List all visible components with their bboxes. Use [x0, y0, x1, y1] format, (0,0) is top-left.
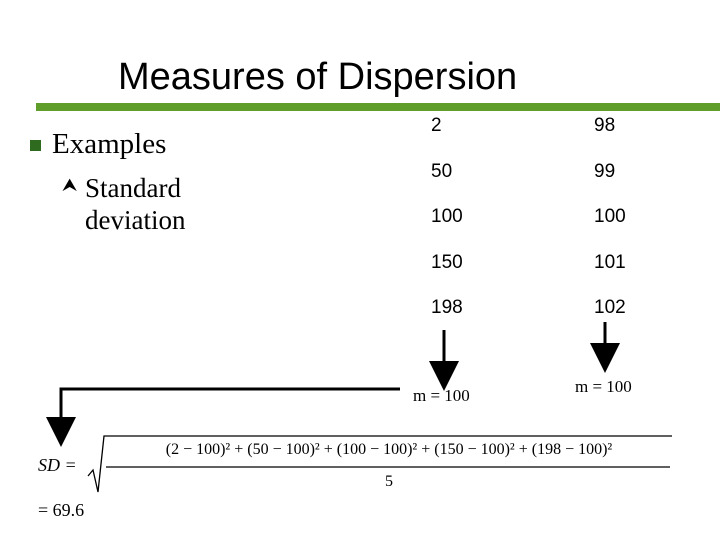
connector-arrow-icon	[46, 387, 400, 447]
chevron-bullet-icon: ⮝	[62, 175, 78, 196]
col2-value: 98	[594, 115, 616, 136]
col2-value: 99	[594, 161, 616, 182]
square-bullet-icon	[30, 140, 41, 151]
col1-value: 50	[431, 161, 453, 182]
formula-denominator: 5	[385, 473, 393, 490]
bullet-examples: Examples	[52, 128, 167, 160]
radical-sign-icon	[87, 435, 672, 493]
mean-label-col1: m = 100	[413, 386, 470, 405]
sub-bullet-line1: Standard	[85, 173, 181, 203]
slide-title: Measures of Dispersion	[118, 56, 518, 98]
col1-value: 150	[431, 252, 463, 273]
mean-label-col2: m = 100	[575, 377, 632, 396]
col1-value: 198	[431, 297, 463, 318]
col2-value: 101	[594, 252, 626, 273]
title-underline	[36, 103, 720, 111]
sub-bullet-standard-deviation: Standard deviation	[85, 172, 245, 236]
formula-numerator: (2 − 100)² + (50 − 100)² + (100 − 100)² …	[165, 441, 613, 458]
sub-bullet-line2: deviation	[85, 205, 186, 235]
col2-value: 100	[594, 206, 626, 227]
formula-lhs: SD =	[38, 455, 77, 475]
formula-result: = 69.6	[38, 500, 85, 520]
col1-value: 2	[431, 115, 442, 136]
col1-value: 100	[431, 206, 463, 227]
col2-value: 102	[594, 297, 626, 318]
